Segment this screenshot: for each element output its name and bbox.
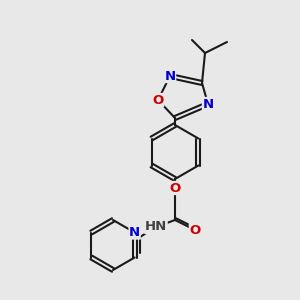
Text: N: N: [129, 226, 140, 239]
Text: O: O: [152, 94, 164, 106]
Text: O: O: [169, 182, 181, 194]
Text: HN: HN: [145, 220, 167, 233]
Text: N: N: [164, 70, 175, 83]
Text: N: N: [202, 98, 214, 110]
Text: O: O: [189, 224, 201, 236]
